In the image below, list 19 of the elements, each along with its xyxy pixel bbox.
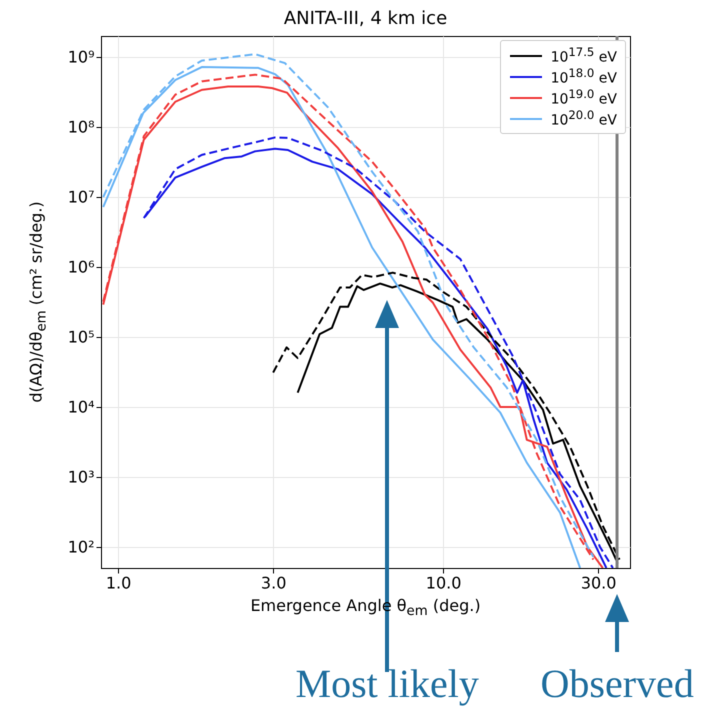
y-tick-label: 10⁹ <box>68 48 94 67</box>
legend-label: 10$^{19.0}$ eV <box>550 87 617 108</box>
chart-title: ANITA-III, 4 km ice <box>284 8 448 29</box>
y-tick-label: 10⁷ <box>68 188 94 207</box>
legend-label: 10$^{20.0}$ eV <box>550 108 617 129</box>
legend-label: 10$^{18.0}$ eV <box>550 66 617 87</box>
x-tick-label: 30.0 <box>580 574 616 592</box>
y-tick-label: 10⁶ <box>68 258 94 277</box>
y-tick-label: 10² <box>68 537 94 556</box>
x-tick-label: 3.0 <box>260 574 286 592</box>
y-tick-label: 10³ <box>68 467 94 486</box>
x-tick-label: 1.0 <box>106 574 132 592</box>
y-tick-label: 10⁸ <box>68 118 94 137</box>
y-tick-label: 10⁴ <box>68 397 94 416</box>
ref-line-label: Observed <box>540 660 694 707</box>
x-tick-label: 10.0 <box>426 574 462 592</box>
text: Most likely <box>296 660 479 707</box>
legend-label: 10$^{17.5}$ eV <box>550 45 617 66</box>
y-tick-label: 10⁵ <box>68 327 94 346</box>
